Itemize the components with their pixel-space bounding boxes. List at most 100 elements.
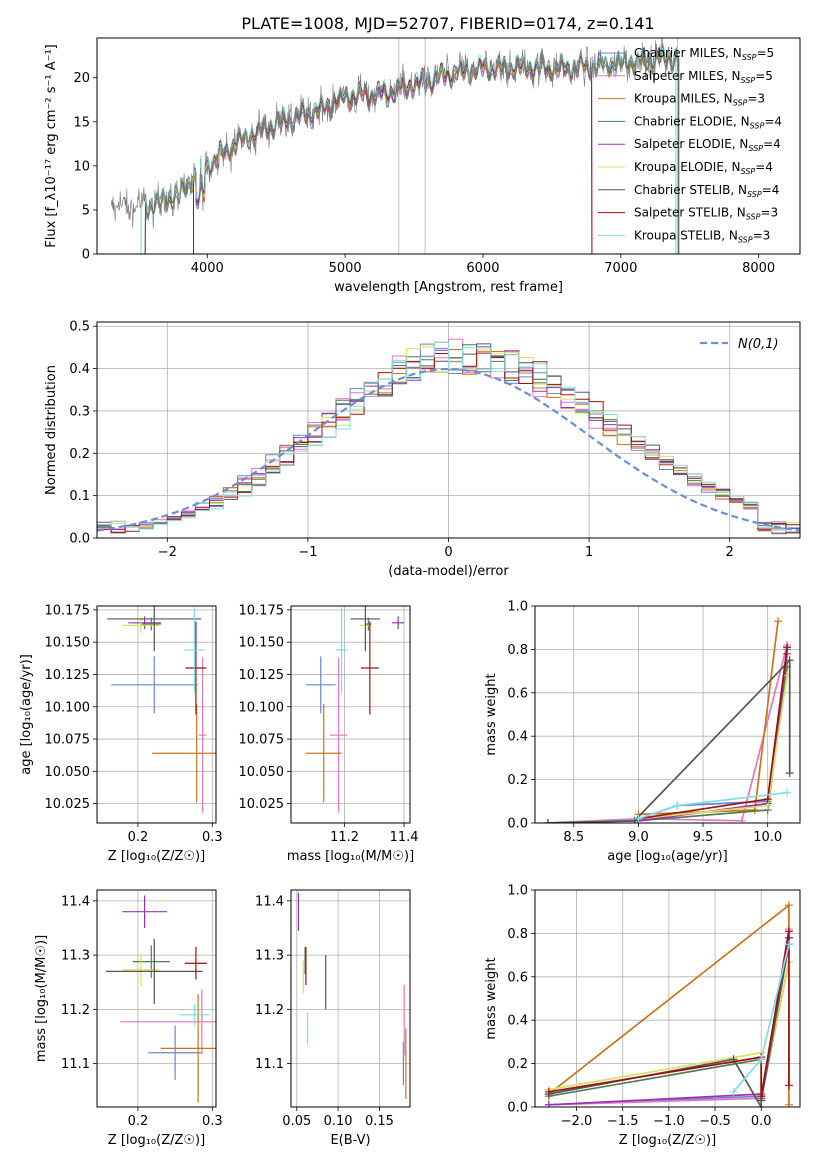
errorbar-salpeter_miles: [120, 989, 216, 1055]
legend-label-subscript: SSP: [738, 235, 753, 244]
y-tick-label: 10.050: [239, 765, 285, 780]
normal-curve: [97, 367, 800, 532]
legend-label-text: Chabrier STELIB, N: [634, 183, 747, 197]
y-tick-label: 11.3: [255, 949, 284, 964]
y-tick-label: 10.050: [45, 765, 91, 780]
y-tick-label: 11.3: [61, 949, 90, 964]
axes-frame: [96, 605, 217, 824]
y-tick-label: 1.0: [507, 600, 528, 615]
x-tick-label: 0: [444, 545, 452, 560]
x-tick-label: 0.2: [128, 830, 149, 845]
x-tick-label: 0.2: [128, 1114, 149, 1129]
weight-marker-kroupa_stelib: [784, 940, 793, 949]
y-tick-label: 10.175: [239, 603, 285, 618]
chart-weight_vs_age: 8.5 9.0 9.5 10.0 0.0 0.2 0.4 0.6 0.8 1.0 age [log₁…: [484, 600, 801, 864]
spectrum-model-salpeter_elodie: [193, 54, 593, 254]
x-tick-label: 0.05: [282, 1114, 311, 1129]
weight-marker-salpeter_miles: [737, 816, 746, 823]
errorbar-chabrier_stelib: [105, 938, 203, 1004]
x-axis-label: wavelength [Angstrom, rest frame]: [334, 280, 563, 295]
x-tick-label: −1.5: [607, 1114, 639, 1129]
legend-label-tail: =5: [755, 69, 773, 83]
weight-marker-salpeter_stelib: [544, 1087, 553, 1096]
y-tick-label: 10.125: [239, 668, 285, 683]
errorbar-chabrier_miles: [305, 656, 336, 714]
x-tick-label: 6000: [466, 261, 499, 276]
weight-marker-salpeter_stelib: [784, 927, 793, 936]
errorbar-salpeter_elodie: [122, 895, 167, 928]
legend-label-subscript: SSP: [741, 167, 756, 176]
y-tick-label: 10.125: [45, 668, 91, 683]
y-axis-label: mass weight: [484, 673, 499, 755]
weight_vs_age-lines: [543, 617, 794, 823]
errorbar-salpeter_stelib: [184, 946, 208, 980]
chart-mass_vs_ebv: 0.05 0.10 0.15 11.1 11.2 11.3 11.4 E(B-V): [255, 889, 411, 1148]
errorbar-salpeter_stelib: [185, 621, 207, 715]
y-tick-label: 20: [73, 71, 90, 86]
x-tick-label: −2: [158, 545, 177, 560]
y-axis-label: Flux [f_λ10⁻¹⁷ erg cm⁻² s⁻¹ A⁻¹]: [44, 44, 59, 248]
x-axis-label: (data-model)/error: [388, 564, 509, 579]
weight-line-chabrier_elodie: [547, 666, 788, 823]
legend-label-tail: =4: [762, 183, 780, 197]
errorbar-salpeter_stelib: [360, 621, 379, 715]
x-tick-label: 8000: [742, 261, 775, 276]
y-tick-label: 1.0: [507, 884, 528, 899]
age_vs_Z-points: [107, 606, 216, 813]
y-axis-label: Normed distribution: [44, 365, 59, 495]
errorbar-kroupa_elodie: [122, 617, 160, 634]
legend-label-subscript: SSP: [748, 144, 763, 153]
legend-label-text: Chabrier MILES, N: [634, 46, 742, 60]
legend-label-salpeter_miles: Salpeter MILES, NSSP=5: [634, 69, 773, 85]
x-axis-label: Z [log₁₀(Z/Z☉)]: [108, 849, 205, 864]
legend-label-subscript: SSP: [741, 76, 756, 85]
legend-label-kroupa_miles: Kroupa MILES, NSSP=3: [634, 92, 765, 108]
weight-marker-kroupa_stelib: [673, 801, 682, 810]
axes-frame: [534, 889, 801, 1108]
y-tick-label: 0.6: [507, 686, 528, 701]
legend-label-subscript: SSP: [750, 121, 765, 130]
axes-frame: [96, 321, 801, 539]
y-tick-label: 0.2: [69, 447, 90, 462]
legend-label-chabrier_miles: Chabrier MILES, NSSP=5: [634, 46, 774, 62]
y-tick-label: 10.025: [45, 797, 91, 812]
x-tick-label: 0.15: [365, 1114, 394, 1129]
errorbar-kroupa_miles: [160, 994, 216, 1103]
x-tick-label: 4000: [191, 261, 224, 276]
errorbar-chabrier_miles: [111, 656, 198, 714]
weight-marker-salpeter_stelib: [757, 1092, 766, 1101]
chart-mass_vs_Z: 0.2 0.3 11.1 11.2 11.3 11.4 Z [log₁₀(Z/Z☉)] mas…: [34, 889, 223, 1148]
errorbar-salpeter_miles: [329, 657, 348, 813]
y-tick-label: 10: [73, 159, 90, 174]
x-tick-label: 5000: [329, 261, 362, 276]
legend-label-tail: =3: [747, 92, 765, 106]
legend-label-tail: =4: [755, 160, 773, 174]
y-axis-label: mass weight: [484, 957, 499, 1039]
figure-title: PLATE=1008, MJD=52707, FIBERID=0174, z=0…: [241, 14, 654, 33]
weight-marker-chabrier_stelib: [543, 819, 552, 823]
legend-label-kroupa_stelib: Kroupa STELIB, NSSP=3: [634, 228, 770, 244]
legend-label-text: Salpeter ELODIE, N: [634, 137, 748, 151]
histogram-kroupa_stelib: [97, 341, 800, 533]
x-tick-label: 0.0: [751, 1114, 772, 1129]
x-tick-label: 1: [585, 545, 593, 560]
weight-line-kroupa_miles: [638, 621, 779, 816]
errorbar-kroupa_miles: [305, 704, 342, 803]
errorbar-salpeter_elodie: [392, 616, 405, 630]
y-tick-label: 0.8: [507, 927, 528, 942]
x-tick-label: 9.5: [693, 830, 714, 845]
weight-marker-kroupa_stelib: [729, 1087, 738, 1096]
legend-label-kroupa_elodie: Kroupa ELODIE, NSSP=4: [634, 160, 773, 176]
weight-marker-kroupa_miles: [784, 1100, 793, 1107]
errorbar-chabrier_miles: [148, 1025, 202, 1080]
axes-frame: [534, 605, 801, 824]
y-tick-label: 0.4: [507, 730, 528, 745]
x-axis-label: age [log₁₀(age/yr)]: [607, 849, 728, 864]
spectrum-lines: [110, 38, 680, 254]
x-axis-label: E(B-V): [330, 1133, 370, 1148]
chart-age_vs_mass: 11.2 11.4 10.025 10.050 10.075 10.100 10.125 10…: [239, 603, 419, 864]
y-tick-label: 0.2: [507, 1057, 528, 1072]
y-tick-label: 0: [82, 248, 90, 263]
legend-label-subscript: SSP: [733, 99, 748, 108]
